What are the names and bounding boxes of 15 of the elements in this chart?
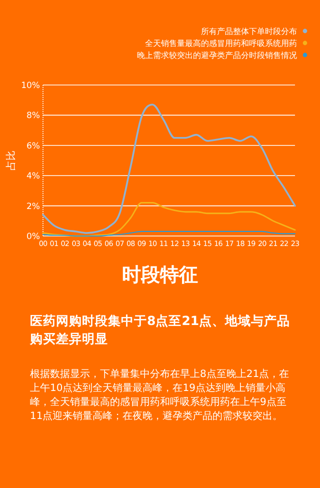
y-axis-title: 占比 xyxy=(5,150,17,170)
text: 根据数据显示，下单量集中分布在早上8点至晚上21点，在上午10点达到全天销量最高峰，在19点达到晚上销量小高峰，全天销量最高的感冒用药和呼吸系统用药在上午9点至11点迎来销量高峰；在夜晚，避孕类产品的需求较突出。 xyxy=(30,368,290,424)
line-series xyxy=(42,104,296,234)
legend-label: 全天销售量最高的感冒用药和呼吸系统用药 xyxy=(145,39,297,48)
y-tick-label: 2% xyxy=(26,202,40,212)
legend-label: 所有产品整体下单时段分布 xyxy=(201,27,297,36)
line-series xyxy=(42,202,296,237)
text: 医药网购时段集中于8点至21点、地域与产品购买差异明显 xyxy=(30,312,292,348)
y-tick-label: 10% xyxy=(21,81,40,91)
text: 时段特征 xyxy=(121,263,199,288)
y-tick-label: 0% xyxy=(26,232,40,242)
y-tick-label: 4% xyxy=(26,172,40,182)
legend-label: 晚上需求较突出的避孕类产品分时段销售情况 xyxy=(137,51,297,60)
y-tick-label: 6% xyxy=(26,141,40,152)
y-tick-label: 8% xyxy=(26,111,40,122)
